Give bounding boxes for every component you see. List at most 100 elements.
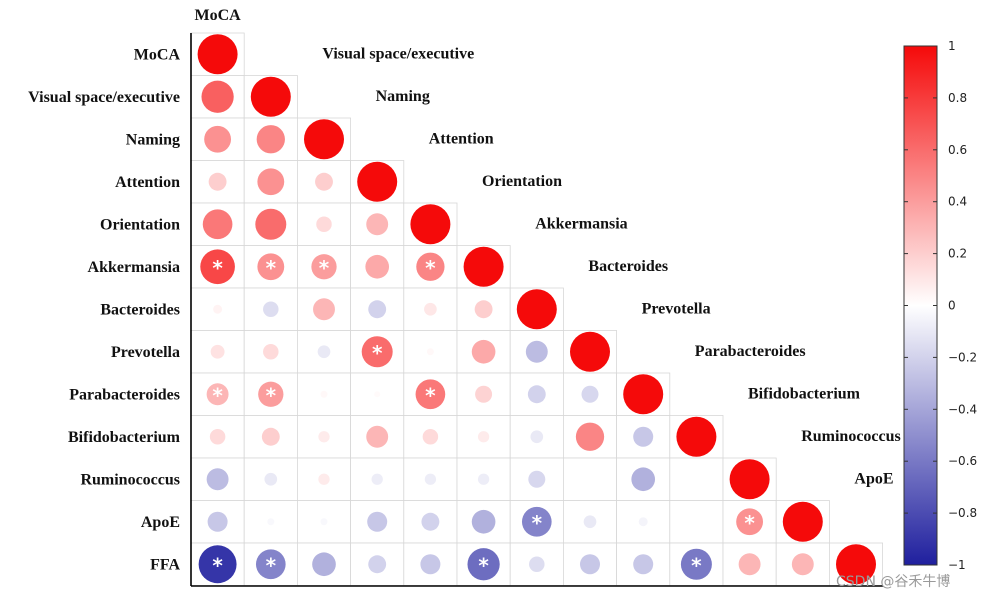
row-label: Ruminococcus <box>80 471 180 488</box>
correlation-circle <box>736 508 764 536</box>
correlation-circle <box>207 511 228 532</box>
correlation-circle <box>527 385 546 404</box>
significance-marker: * <box>212 383 223 407</box>
correlation-circle <box>530 430 544 444</box>
correlation-circle <box>209 429 226 445</box>
grid-cell <box>350 202 405 246</box>
correlation-circle <box>477 431 490 443</box>
correlation-circle <box>581 385 599 403</box>
colorbar-tick-label: 0.6 <box>948 143 967 157</box>
colorbar-tick-label: 1 <box>948 39 956 53</box>
correlation-circle <box>424 302 437 316</box>
correlation-circle <box>475 385 493 403</box>
correlation-circle <box>782 501 823 542</box>
correlation-circle <box>422 429 439 445</box>
correlation-circle <box>420 554 441 575</box>
correlation-circle <box>267 518 275 526</box>
colorbar: 1 0.8 0.6 0.4 0.2 0 −0.2 −0.4 −0.6 −0.8 −1 <box>903 39 977 572</box>
diagonal-label: Attention <box>429 131 494 148</box>
correlation-circle <box>633 554 654 575</box>
diagonal-label: Akkermansia <box>535 216 627 233</box>
correlation-circle <box>471 509 496 534</box>
correlation-circle <box>633 426 654 447</box>
correlation-circle <box>313 298 335 321</box>
significance-marker: * <box>212 256 223 280</box>
correlation-circle <box>318 473 330 485</box>
correlation-circle <box>583 515 597 529</box>
row-label: Bacteroides <box>100 301 180 318</box>
colorbar-ticks: 1 0.8 0.6 0.4 0.2 0 −0.2 −0.4 −0.6 −0.8 −1 <box>904 39 977 572</box>
correlation-circle <box>366 213 389 236</box>
colorbar-tick-label: −0.6 <box>948 454 977 468</box>
significance-marker: * <box>372 341 383 365</box>
row-label: FFA <box>150 556 180 573</box>
significance-marker: * <box>212 553 223 577</box>
correlation-circle <box>410 204 451 245</box>
correlation-circle <box>587 476 593 483</box>
row-label: ApoE <box>141 514 180 531</box>
correlation-circle <box>680 548 712 580</box>
correlation-circle <box>198 545 237 584</box>
significance-marker: * <box>744 511 755 535</box>
row-label: Akkermansia <box>88 259 180 276</box>
significance-marker: * <box>266 256 277 280</box>
correlation-circle <box>357 161 398 202</box>
correlation-circle <box>261 427 280 446</box>
diagonal-label: Parabacteroides <box>695 343 806 360</box>
label-layer: MoCA MoCA Visual space/executive Visual spa… <box>28 7 938 573</box>
correlation-circle <box>258 381 284 407</box>
correlation-circle <box>206 468 229 491</box>
correlation-circle <box>257 168 285 196</box>
colorbar-tick-label: −0.8 <box>948 506 977 520</box>
colorbar-tick-label: 0.2 <box>948 247 967 261</box>
correlation-circle <box>693 518 700 525</box>
correlation-circle <box>317 345 331 359</box>
correlation-circle <box>256 125 285 154</box>
correlation-circle <box>729 459 770 500</box>
correlation-circle <box>525 340 548 363</box>
diagonal-label: Bifidobacterium <box>748 386 861 403</box>
correlation-circle <box>208 172 227 191</box>
colorbar-tick-label: 0.4 <box>948 195 967 209</box>
significance-marker: * <box>532 511 543 535</box>
correlation-circle <box>374 391 381 398</box>
correlation-circle <box>580 554 600 575</box>
row-label: Naming <box>126 131 180 148</box>
diagonal-label: Visual space/executive <box>322 46 474 63</box>
correlation-circle <box>426 348 434 356</box>
correlation-circle <box>368 555 387 574</box>
grid-cell <box>190 287 245 331</box>
correlation-circle <box>366 425 389 448</box>
significance-marker: * <box>691 553 702 577</box>
correlation-circle <box>424 473 437 485</box>
correlation-circle <box>516 289 557 330</box>
correlation-circle <box>255 549 286 580</box>
correlation-circle <box>200 249 235 285</box>
correlation-circle <box>312 552 336 577</box>
colorbar-tick-label: 0.8 <box>948 91 967 105</box>
correlation-circle <box>304 119 344 160</box>
row-label: Prevotella <box>111 344 180 361</box>
correlation-circle <box>255 208 287 240</box>
row-label: Bifidobacterium <box>68 429 181 446</box>
axis-layer <box>190 33 883 587</box>
correlation-circle <box>204 125 232 153</box>
correlation-circle <box>416 252 445 281</box>
correlation-circle <box>263 344 279 360</box>
correlation-circle <box>477 473 490 485</box>
correlation-circle <box>474 300 493 319</box>
row-label: MoCA <box>134 46 181 63</box>
correlation-circle <box>791 553 814 576</box>
significance-marker: * <box>319 256 330 280</box>
correlation-circle <box>320 518 328 526</box>
correlation-circle <box>257 253 285 281</box>
correlation-circle <box>623 374 664 415</box>
correlation-circle <box>263 301 279 317</box>
correlation-circle <box>738 553 761 576</box>
correlation-circle <box>570 331 610 372</box>
colorbar-tick-label: 0 <box>948 299 956 313</box>
grid-cell <box>296 372 351 416</box>
correlation-circle <box>836 544 876 585</box>
correlation-circle <box>311 254 337 280</box>
